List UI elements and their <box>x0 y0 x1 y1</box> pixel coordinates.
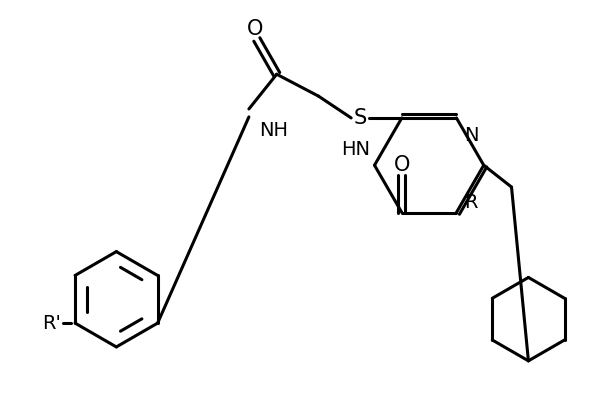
Text: R': R' <box>42 314 61 333</box>
Text: HN: HN <box>342 140 370 159</box>
Text: R: R <box>465 193 478 212</box>
Text: O: O <box>393 155 410 175</box>
Text: S: S <box>353 108 367 128</box>
Text: NH: NH <box>259 121 288 140</box>
Text: O: O <box>247 19 263 39</box>
Text: N: N <box>465 126 479 145</box>
